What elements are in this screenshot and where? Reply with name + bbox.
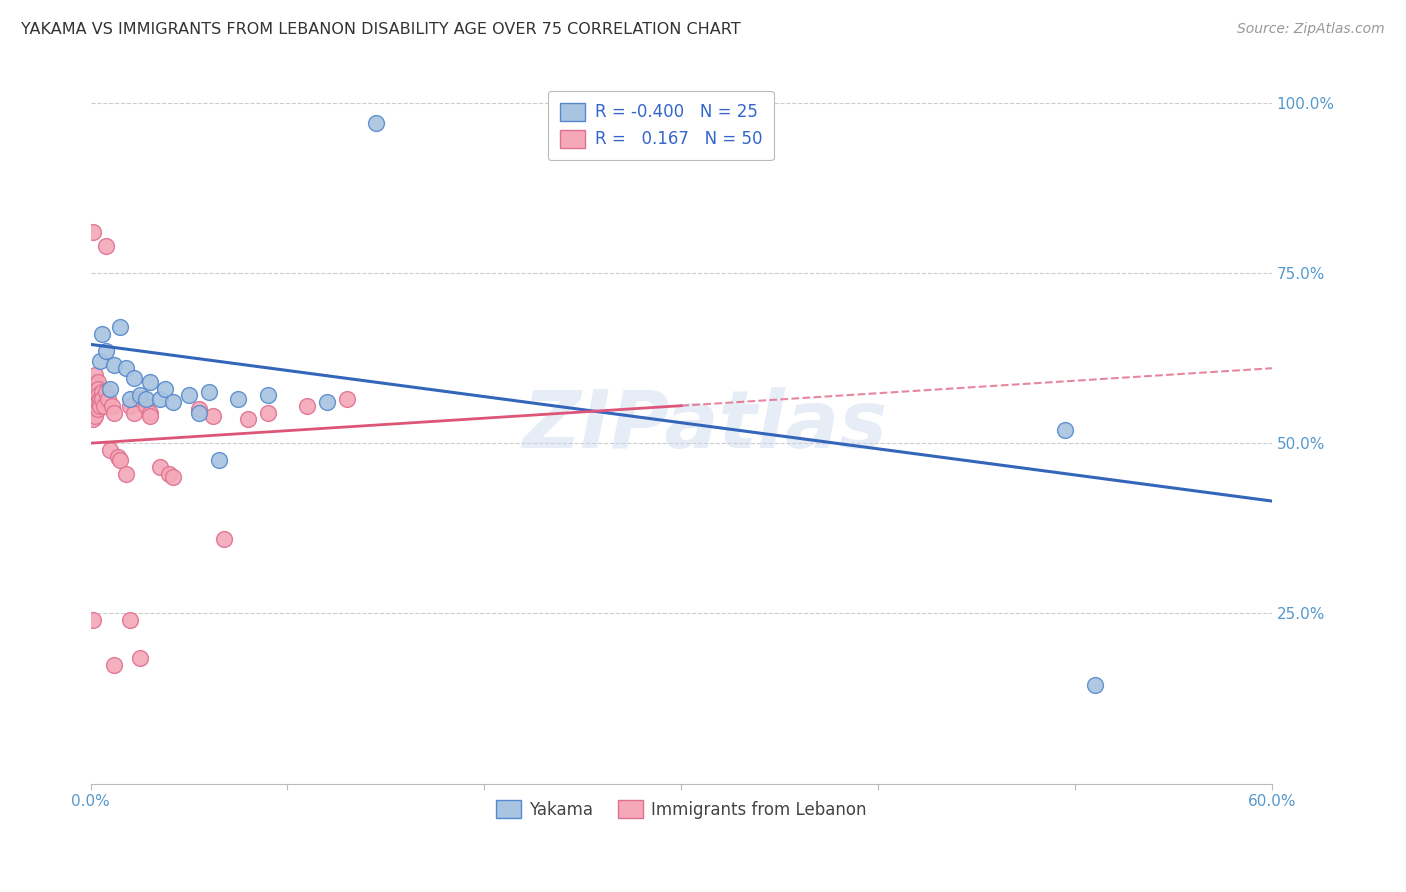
Point (201, 409, 224, 423)
Text: Source: ZipAtlas.com: Source: ZipAtlas.com (1237, 22, 1385, 37)
Point (83, 368, 105, 382)
Point (91, 327, 114, 342)
Point (118, 613, 141, 627)
Point (86, 399, 108, 413)
Text: ZIPatlas: ZIPatlas (523, 387, 887, 465)
Point (96, 385, 118, 400)
Point (364, 116, 387, 130)
Point (87, 395, 110, 409)
Point (87, 388, 110, 402)
Point (87, 402, 110, 417)
Point (236, 412, 259, 426)
Point (103, 358, 125, 372)
Point (1084, 678, 1107, 692)
Point (82, 405, 104, 419)
Point (155, 382, 177, 396)
Point (87, 375, 110, 389)
Point (108, 320, 131, 334)
Point (83, 402, 105, 417)
Point (91, 392, 114, 406)
Point (82, 375, 104, 389)
Point (82, 399, 104, 413)
Point (101, 399, 124, 413)
Point (118, 392, 141, 406)
Point (115, 361, 138, 376)
Point (96, 238, 118, 252)
Point (226, 392, 249, 406)
Point (82, 613, 104, 627)
Point (89, 392, 111, 406)
Point (98, 382, 121, 396)
Point (103, 405, 125, 419)
Point (295, 399, 318, 413)
Point (89, 399, 111, 413)
Point (107, 450, 129, 464)
Point (187, 405, 209, 419)
Text: YAKAMA VS IMMIGRANTS FROM LEBANON DISABILITY AGE OVER 75 CORRELATION CHART: YAKAMA VS IMMIGRANTS FROM LEBANON DISABI… (21, 22, 741, 37)
Point (93, 399, 115, 413)
Point (128, 650, 150, 665)
Point (83, 409, 105, 423)
Point (83, 395, 105, 409)
Point (135, 392, 157, 406)
Point (162, 395, 184, 409)
Point (128, 388, 150, 402)
Point (1054, 423, 1077, 437)
Point (197, 385, 219, 400)
Point (177, 388, 200, 402)
Point (138, 409, 160, 423)
Point (128, 392, 150, 406)
Point (122, 371, 145, 385)
Point (82, 225, 104, 239)
Point (82, 385, 104, 400)
Point (83, 378, 105, 392)
Point (97, 392, 120, 406)
Point (98, 442, 121, 457)
Point (86, 385, 108, 400)
Point (86, 378, 108, 392)
Point (86, 392, 108, 406)
Point (335, 392, 357, 406)
Point (256, 405, 278, 419)
Point (214, 532, 236, 546)
Point (83, 388, 105, 402)
Point (82, 412, 104, 426)
Point (138, 405, 160, 419)
Point (162, 470, 184, 484)
Point (103, 657, 125, 672)
Point (148, 392, 170, 406)
Point (87, 382, 110, 396)
Point (91, 385, 114, 400)
Legend: Yakama, Immigrants from Lebanon: Yakama, Immigrants from Lebanon (489, 794, 873, 825)
Point (138, 375, 160, 389)
Point (256, 388, 278, 402)
Point (148, 460, 170, 475)
Point (115, 467, 138, 481)
Point (108, 453, 131, 467)
Point (122, 405, 145, 419)
Point (315, 395, 337, 409)
Point (89, 354, 111, 368)
Point (96, 344, 118, 359)
Point (118, 399, 141, 413)
Point (187, 402, 209, 417)
Point (157, 467, 180, 481)
Point (207, 453, 229, 467)
Point (135, 399, 157, 413)
Point (82, 392, 104, 406)
